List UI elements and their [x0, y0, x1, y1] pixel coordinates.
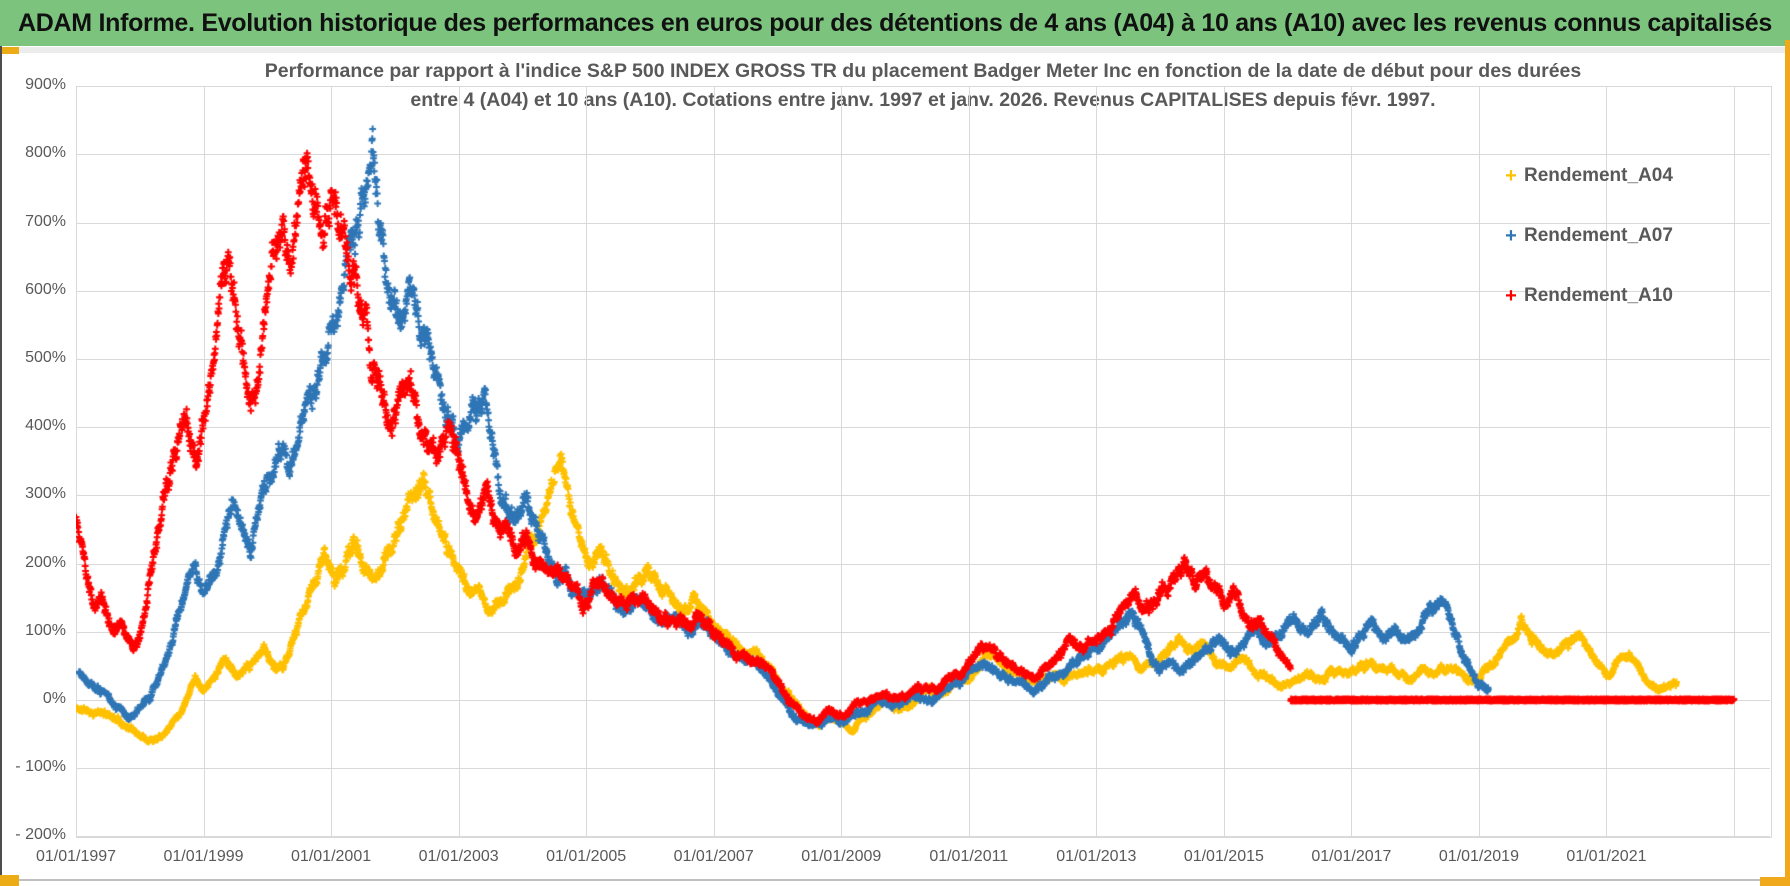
chart-title-line1: Performance par rapport à l'indice S&P 5… — [264, 60, 1582, 82]
gold-accent-bottom-left — [0, 875, 19, 886]
x-tick-label: 01/01/2011 — [929, 848, 1009, 865]
x-tick-label: 01/01/2007 — [673, 848, 754, 865]
x-tick-label: 01/01/2009 — [801, 848, 882, 865]
x-tick-label: 01/01/2013 — [1056, 848, 1137, 865]
y-tick-label: 500% — [25, 349, 66, 366]
y-tick-label: 400% — [25, 417, 66, 435]
window-left-border — [0, 46, 2, 886]
x-tick-label: 01/01/2021 — [1566, 848, 1647, 865]
x-tick-label: 01/01/2015 — [1183, 848, 1264, 865]
legend: + Rendement_A04 + Rendement_A07 + Rendem… — [1498, 146, 1758, 326]
x-tick-label: 01/01/2003 — [418, 848, 499, 865]
x-tick-label: 01/01/2005 — [546, 848, 627, 865]
gold-accent-bottom-right — [1760, 877, 1790, 886]
plus-marker-icon: + — [1505, 165, 1517, 187]
scatter-points-canvas — [76, 86, 1770, 836]
x-tick-label: 01/01/2001 — [291, 848, 372, 865]
legend-item-a10[interactable]: + Rendement_A10 — [1498, 266, 1758, 326]
app-title-bar: ADAM Informe. Evolution historique des p… — [0, 0, 1790, 46]
legend-item-a04[interactable]: + Rendement_A04 — [1498, 146, 1758, 206]
legend-label: Rendement_A10 — [1524, 285, 1673, 306]
gold-accent-top-left — [0, 47, 19, 54]
y-tick-label: 600% — [25, 280, 66, 298]
window-bottom-border — [18, 879, 1766, 881]
y-tick-label: 900% — [25, 76, 66, 94]
gold-accent-right-border — [1785, 40, 1790, 886]
x-tick-label: 01/01/1999 — [163, 848, 244, 865]
y-tick-label: 100% — [25, 621, 66, 639]
y-tick-label: 800% — [25, 144, 66, 162]
app-title: ADAM Informe. Evolution historique des p… — [18, 8, 1772, 37]
plus-marker-icon: + — [1505, 285, 1517, 307]
titlebar-underline — [0, 47, 1790, 53]
x-tick-label: 01/01/2019 — [1438, 848, 1519, 865]
x-tick-label: 01/01/2017 — [1311, 848, 1392, 865]
y-tick-label: 300% — [25, 485, 66, 503]
legend-label: Rendement_A07 — [1524, 225, 1673, 246]
gridline-horizontal — [76, 836, 1770, 838]
y-tick-label: 700% — [25, 212, 66, 230]
y-tick-label: - 200% — [15, 826, 66, 844]
x-tick-label: 01/01/1997 — [35, 848, 117, 865]
plus-marker-icon: + — [1505, 225, 1517, 247]
y-tick-label: 200% — [25, 553, 66, 571]
y-tick-label: - 100% — [15, 758, 66, 776]
legend-label: Rendement_A04 — [1524, 165, 1673, 186]
y-tick-label: 0% — [42, 690, 66, 707]
legend-item-a07[interactable]: + Rendement_A07 — [1498, 206, 1758, 266]
